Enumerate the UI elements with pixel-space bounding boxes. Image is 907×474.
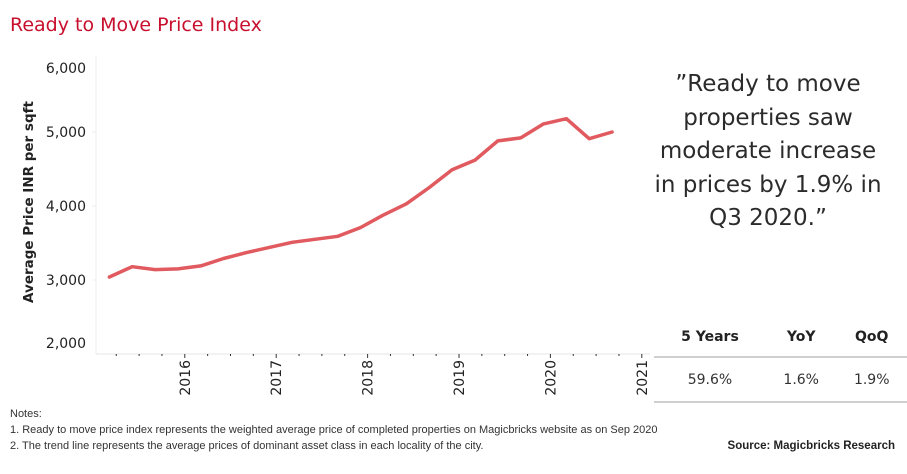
source-text: Source: Magicbricks Research <box>727 440 895 452</box>
data-point: Q4 2018: 4490 <box>450 168 454 172</box>
y-tick-label: 5,000 <box>46 125 86 141</box>
y-axis-label: Average Price INR per sqft <box>21 101 37 303</box>
header-5-years: 5 Years <box>654 318 766 358</box>
data-point: Q3 2017: 3590 <box>336 234 340 238</box>
quote-text: ”Ready to move properties saw moderate i… <box>654 71 882 231</box>
value-qoq: 1.9% <box>836 357 907 403</box>
data-point: Q2 2019: 4880 <box>496 139 500 143</box>
x-tick-label: 2019 <box>452 360 468 396</box>
data-point: Q3 2019: 4920 <box>519 136 523 140</box>
note-2: 2. The trend line represents the average… <box>10 440 484 452</box>
data-point: Q2 2015: 3180 <box>130 265 134 269</box>
growth-stats-table: 5 Years YoY QoQ 59.6% 1.6% 1.9% <box>654 318 907 403</box>
data-point: Q1 2018: 3880 <box>382 213 386 217</box>
data-point: Q1 2017: 3510 <box>290 240 294 244</box>
data-point: Q4 2015: 3150 <box>176 267 180 271</box>
x-tick-label: 2021 <box>635 360 651 396</box>
data-point: Q2 2018: 4030 <box>404 202 408 206</box>
chart-title: Ready to Move Price Index <box>10 14 262 36</box>
data-point: Q1 2020: 5180 <box>564 117 568 121</box>
data-point: Q3 2020: 5000 <box>610 130 614 134</box>
data-point: Q1 2015: 3040 <box>107 275 111 279</box>
x-tick-label: 2020 <box>543 360 559 396</box>
y-tick-label: 2,000 <box>46 336 86 352</box>
x-tick-label: 2017 <box>269 360 285 396</box>
data-point: Q4 2016: 3440 <box>267 245 271 249</box>
x-tick-label: 2018 <box>361 360 377 396</box>
data-point: Q1 2016: 3190 <box>199 264 203 268</box>
data-point: Q1 2019: 4620 <box>473 158 477 162</box>
data-point: Q2 2017: 3550 <box>313 237 317 241</box>
y-tick-label: 6,000 <box>46 61 86 77</box>
data-point: Q4 2019: 5110 <box>542 122 546 126</box>
data-point: Q2 2020: 4910 <box>587 137 591 141</box>
data-point: Q2 2016: 3290 <box>222 257 226 261</box>
y-tick-label: 3,000 <box>46 273 86 289</box>
notes-heading: Notes: <box>10 408 42 420</box>
value-yoy: 1.6% <box>765 357 837 403</box>
header-yoy: YoY <box>765 318 837 358</box>
data-point: Q4 2017: 3710 <box>359 225 363 229</box>
notes: Notes: 1. Ready to move price index repr… <box>10 406 658 454</box>
data-point: Q3 2016: 3370 <box>244 251 248 255</box>
price-index-line <box>107 116 614 279</box>
data-point: Q3 2015: 3140 <box>153 268 157 272</box>
header-qoq: QoQ <box>836 318 907 358</box>
x-tick-label: 2016 <box>178 360 194 396</box>
value-5-years: 59.6% <box>654 357 766 403</box>
note-1: 1. Ready to move price index represents … <box>10 424 658 436</box>
y-tick-label: 4,000 <box>46 199 86 215</box>
data-point: Q3 2018: 4250 <box>427 186 431 189</box>
